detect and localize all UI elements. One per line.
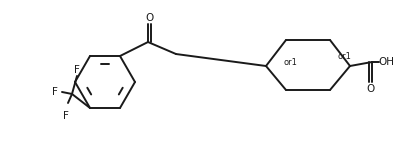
Text: OH: OH [377,57,393,67]
Text: or1: or1 [284,58,297,66]
Text: O: O [365,84,374,94]
Text: O: O [145,13,153,23]
Text: F: F [52,87,58,97]
Text: F: F [63,111,69,121]
Text: or1: or1 [337,52,351,61]
Text: F: F [74,65,80,75]
